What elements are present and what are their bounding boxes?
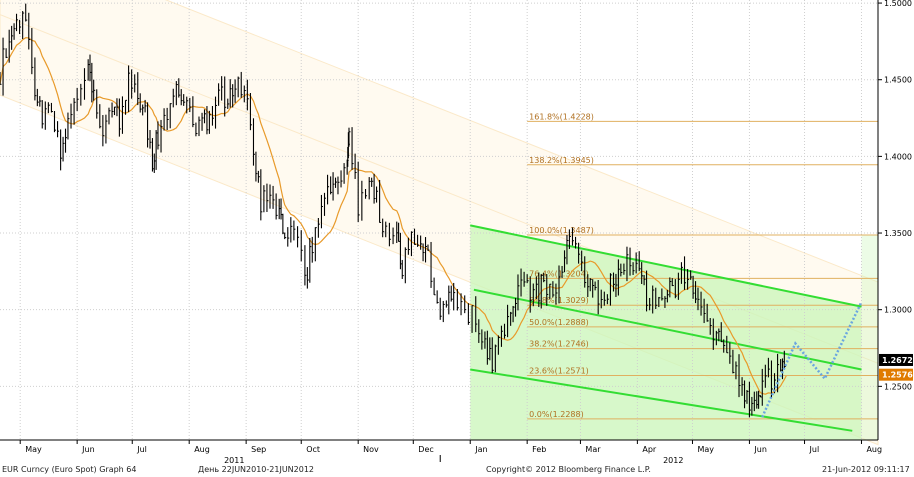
x-tick-label: Mar bbox=[585, 445, 601, 454]
price-tag-box bbox=[879, 353, 913, 366]
price-tag-label: 1.2672 bbox=[882, 356, 913, 365]
y-tick-label: 1.3500 bbox=[884, 229, 912, 238]
fib-level-label: 23.6%(1.2571) bbox=[529, 366, 589, 375]
year-label: 2012 bbox=[663, 456, 683, 465]
x-tick-label: Feb bbox=[532, 445, 546, 454]
green-channel-fill-right bbox=[861, 235, 878, 440]
x-tick-label: Aug bbox=[194, 445, 210, 454]
x-tick-label: May bbox=[697, 445, 714, 454]
moving-average bbox=[0, 37, 787, 395]
fib-level-label: 161.8%(1.4228) bbox=[529, 112, 594, 121]
x-tick-label: Oct bbox=[306, 445, 320, 454]
y-tick-label: 1.2500 bbox=[884, 382, 912, 391]
fib-level-label: 50.0%(1.2888) bbox=[529, 318, 589, 327]
price-tags: 1.2672 1.2576 bbox=[879, 353, 913, 381]
fib-level-label: 138.2%(1.3945) bbox=[529, 156, 594, 165]
x-tick-label: Jun bbox=[753, 445, 767, 454]
footer-security: EUR Curncy (Euro Spot) Graph 64 bbox=[2, 465, 137, 474]
x-tick-label: Sep bbox=[251, 445, 266, 454]
grid bbox=[0, 0, 878, 440]
footer-datetime: 21-Jun-2012 09:11:17 bbox=[822, 465, 910, 474]
projection-path bbox=[761, 301, 863, 418]
footer-period: День 22JUN2010-21JUN2012 bbox=[198, 465, 315, 474]
price-bars bbox=[0, 3, 786, 418]
price-tag-box bbox=[879, 368, 913, 381]
axes: 1.5000 1.4500 1.4000 1.3500 1.3000 1.2500 May J… bbox=[0, 0, 912, 465]
fib-level-label: 38.2%(1.2746) bbox=[529, 340, 589, 349]
y-tick-label: 1.4500 bbox=[884, 76, 912, 85]
projection-path-line bbox=[761, 301, 863, 418]
fib-level-label: 100.0%(1.3487) bbox=[529, 226, 594, 235]
y-tick-label: 1.4000 bbox=[884, 152, 912, 161]
year-label: 2011 bbox=[224, 456, 244, 465]
channel-line-3 bbox=[470, 368, 853, 432]
y-tick-label: 1.3000 bbox=[884, 306, 912, 315]
x-tick-label: Apr bbox=[642, 445, 657, 454]
footer-copyright: Copyright© 2012 Bloomberg Finance L.P. bbox=[486, 465, 651, 474]
fib-level-label: 0.0%(1.2288) bbox=[529, 410, 584, 419]
channel-line-1 bbox=[470, 224, 862, 308]
x-tick-label: Aug bbox=[866, 445, 882, 454]
y-tick-label: 1.5000 bbox=[884, 0, 912, 8]
x-tick-label: Jul bbox=[809, 445, 820, 454]
x-tick-label: Jun bbox=[81, 445, 95, 454]
moving-average-line bbox=[0, 37, 787, 395]
x-tick-label: Jan bbox=[474, 445, 487, 454]
x-tick-label: Dec bbox=[418, 445, 433, 454]
price-tag-label: 1.2576 bbox=[882, 371, 913, 380]
x-tick-label: Nov bbox=[363, 445, 379, 454]
x-tick-label: Jul bbox=[136, 445, 147, 454]
x-tick-label: May bbox=[25, 445, 42, 454]
